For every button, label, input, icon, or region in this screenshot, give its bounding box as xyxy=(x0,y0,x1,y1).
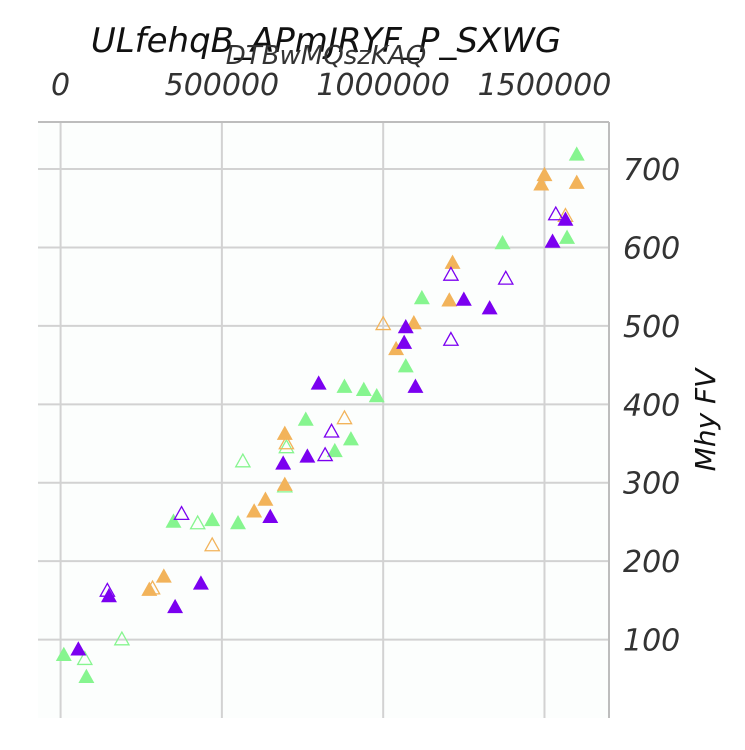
data-point xyxy=(100,587,117,603)
data-point xyxy=(397,318,414,334)
x-tick-label: 0 xyxy=(51,68,70,103)
data-point-hollow xyxy=(173,505,190,521)
series-group xyxy=(55,146,585,683)
data-point xyxy=(444,254,461,269)
data-point xyxy=(276,425,293,440)
data-point xyxy=(257,491,274,506)
data-point xyxy=(262,508,279,523)
data-point-hollow xyxy=(442,266,460,281)
data-point xyxy=(559,229,576,244)
y-tick-label: 500 xyxy=(623,310,680,345)
data-point xyxy=(544,233,561,248)
x-tick-label: 500000 xyxy=(165,68,280,103)
plot-area xyxy=(38,122,609,718)
chart-title: ULfehqB_APmJRYF_P_SXWG xyxy=(91,21,561,61)
data-point xyxy=(342,431,359,446)
data-point-hollow xyxy=(547,205,565,221)
data-point xyxy=(230,514,246,530)
data-point xyxy=(405,315,422,330)
data-point xyxy=(246,503,263,518)
data-point-hollow xyxy=(113,630,131,646)
marks-layer xyxy=(55,146,585,683)
data-point xyxy=(310,375,327,390)
data-point-hollow xyxy=(278,434,295,450)
data-point xyxy=(70,641,87,656)
data-point-hollow xyxy=(323,422,340,438)
data-point-hollow xyxy=(336,409,353,425)
data-point xyxy=(568,146,585,161)
data-point xyxy=(297,411,314,426)
y-tick-label: 300 xyxy=(623,467,680,502)
grid-layer xyxy=(38,122,609,718)
data-point xyxy=(167,598,184,614)
data-point-hollow xyxy=(189,514,206,530)
data-point-hollow xyxy=(234,452,252,468)
x-axis-label: DTBwMQszKAQ xyxy=(226,41,426,71)
data-point xyxy=(536,166,553,182)
data-point xyxy=(568,174,585,189)
data-point xyxy=(441,292,458,307)
data-point xyxy=(299,448,316,463)
data-point xyxy=(192,575,209,590)
y-tick-label: 600 xyxy=(623,231,680,266)
x-tick-label: 1000000 xyxy=(316,68,450,103)
x-tick-label: 1500000 xyxy=(478,68,612,103)
data-point xyxy=(481,300,498,315)
data-point-hollow xyxy=(278,438,295,454)
axes-layer xyxy=(38,121,610,718)
data-point xyxy=(407,378,424,393)
data-point-hollow xyxy=(442,331,460,346)
data-point xyxy=(396,334,413,349)
y-tick-label: 100 xyxy=(623,624,680,659)
y-tick-label: 700 xyxy=(623,153,680,188)
data-point xyxy=(336,378,353,393)
data-point xyxy=(413,289,430,305)
data-point xyxy=(275,455,292,470)
data-point xyxy=(455,291,472,306)
data-point xyxy=(397,358,414,373)
data-point-hollow xyxy=(76,650,94,666)
data-point xyxy=(276,476,293,491)
data-point-hollow xyxy=(374,315,392,331)
data-point-hollow xyxy=(203,536,221,552)
data-point-hollow xyxy=(497,270,515,285)
data-point xyxy=(494,235,511,250)
data-point xyxy=(165,513,182,528)
data-point xyxy=(368,387,385,403)
data-point xyxy=(78,668,95,683)
data-point xyxy=(141,581,158,596)
y-axis-label: Mhy FV xyxy=(689,367,722,471)
data-point xyxy=(204,511,221,527)
ticks-layer: 0 500000 1000000 1500000 100 200 300 400 500 600 7… xyxy=(51,68,680,659)
data-point xyxy=(355,381,372,396)
data-point xyxy=(326,442,343,458)
data-point xyxy=(155,568,172,583)
data-point xyxy=(55,646,72,662)
y-tick-label: 400 xyxy=(623,388,680,423)
data-point xyxy=(533,176,550,191)
data-point-hollow xyxy=(316,446,334,462)
series-group xyxy=(70,205,574,656)
y-tick-label: 200 xyxy=(623,545,680,580)
data-point xyxy=(557,211,574,226)
